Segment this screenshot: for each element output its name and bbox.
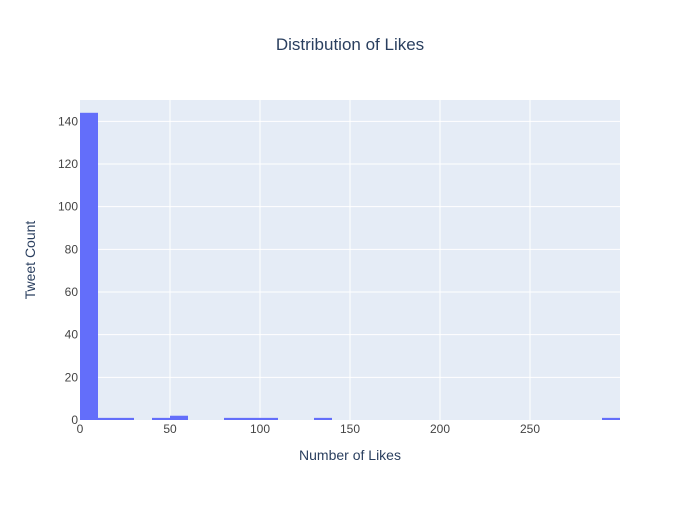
x-tick-label: 50 [163, 422, 177, 436]
y-tick-label: 140 [58, 114, 78, 128]
y-tick-label: 120 [58, 157, 78, 171]
y-axis-ticks: 0 20 40 60 80 100 120 140 [58, 114, 78, 427]
y-tick-label: 100 [58, 200, 78, 214]
y-tick-label: 0 [71, 413, 78, 427]
bars [80, 112, 620, 421]
x-tick-label: 200 [430, 422, 450, 436]
y-axis-title: Tweet Count [22, 221, 38, 300]
histogram-bar [260, 417, 278, 420]
histogram-bar [152, 417, 170, 420]
chart-title: Distribution of Likes [276, 35, 424, 54]
y-tick-label: 60 [65, 285, 79, 299]
x-tick-label: 250 [520, 422, 540, 436]
histogram-bar [98, 417, 116, 420]
x-tick-label: 0 [77, 422, 84, 436]
histogram-bar [80, 112, 98, 421]
x-axis-ticks: 0 50 100 150 200 250 [77, 422, 541, 436]
histogram-bar [224, 417, 242, 420]
y-tick-label: 20 [65, 370, 79, 384]
y-tick-label: 40 [65, 328, 79, 342]
histogram-bar [314, 417, 332, 420]
grid-lines [80, 100, 620, 420]
x-tick-label: 150 [340, 422, 360, 436]
histogram-bar [602, 417, 620, 420]
histogram-bar [116, 417, 134, 420]
histogram-bar [170, 415, 188, 420]
x-axis-title: Number of Likes [299, 447, 401, 463]
histogram-bar [242, 417, 260, 420]
y-tick-label: 80 [65, 242, 79, 256]
x-tick-label: 100 [250, 422, 270, 436]
